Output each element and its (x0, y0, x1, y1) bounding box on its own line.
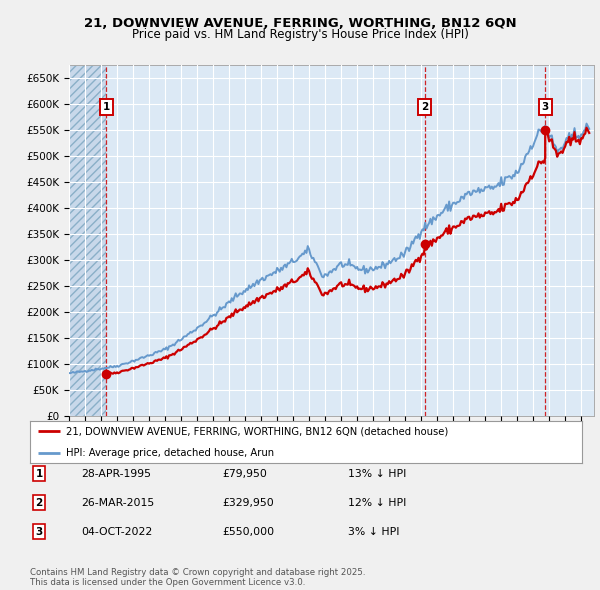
Text: 21, DOWNVIEW AVENUE, FERRING, WORTHING, BN12 6QN: 21, DOWNVIEW AVENUE, FERRING, WORTHING, … (83, 17, 517, 30)
Bar (69, 65, 106, 416)
Text: 3% ↓ HPI: 3% ↓ HPI (348, 527, 400, 536)
Text: 2: 2 (35, 498, 43, 507)
Text: 1: 1 (35, 469, 43, 478)
Text: 21, DOWNVIEW AVENUE, FERRING, WORTHING, BN12 6QN (detached house): 21, DOWNVIEW AVENUE, FERRING, WORTHING, … (66, 427, 448, 436)
Text: £550,000: £550,000 (222, 527, 274, 536)
Text: 04-OCT-2022: 04-OCT-2022 (81, 527, 152, 536)
Text: HPI: Average price, detached house, Arun: HPI: Average price, detached house, Arun (66, 448, 274, 457)
Text: Contains HM Land Registry data © Crown copyright and database right 2025.
This d: Contains HM Land Registry data © Crown c… (30, 568, 365, 587)
Text: 1: 1 (103, 102, 110, 112)
Text: 13% ↓ HPI: 13% ↓ HPI (348, 469, 406, 478)
Text: Price paid vs. HM Land Registry's House Price Index (HPI): Price paid vs. HM Land Registry's House … (131, 28, 469, 41)
Text: 28-APR-1995: 28-APR-1995 (81, 469, 151, 478)
Text: 12% ↓ HPI: 12% ↓ HPI (348, 498, 406, 507)
Text: 3: 3 (35, 527, 43, 536)
Text: £79,950: £79,950 (222, 469, 267, 478)
Text: £329,950: £329,950 (222, 498, 274, 507)
Text: 2: 2 (421, 102, 428, 112)
Text: 26-MAR-2015: 26-MAR-2015 (81, 498, 154, 507)
Bar (69, 65, 106, 416)
Text: 3: 3 (542, 102, 549, 112)
